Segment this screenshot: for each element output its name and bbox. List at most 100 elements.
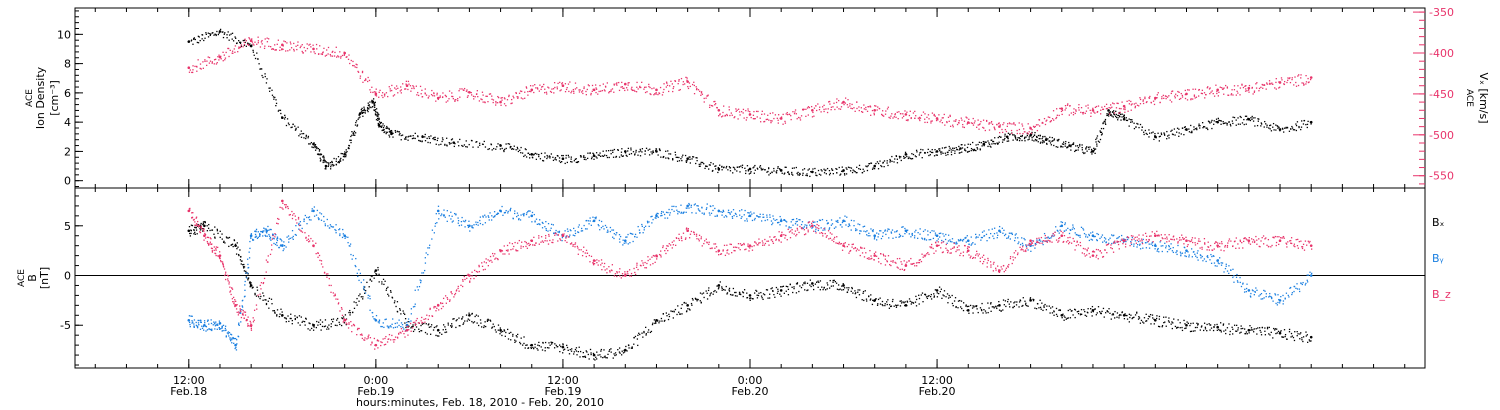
density-sample <box>396 130 399 132</box>
vx-sample <box>1024 131 1026 133</box>
bx-sample <box>451 325 453 327</box>
bx-sample <box>1119 314 1121 316</box>
bx-sample <box>1161 326 1163 328</box>
bx-sample <box>643 331 645 334</box>
density-sample <box>295 127 297 130</box>
density-sample <box>536 153 538 155</box>
bx-sample <box>1097 306 1100 308</box>
bx-sample <box>232 245 234 248</box>
density-sample <box>1201 122 1204 124</box>
bx-sample <box>928 294 930 297</box>
vx-sample <box>470 91 472 94</box>
bx-sample <box>990 310 992 312</box>
bx-sample <box>699 300 701 302</box>
density-sample <box>322 156 324 158</box>
bx-sample <box>888 307 891 309</box>
bx-sample <box>479 319 482 321</box>
vx-sample <box>937 119 939 121</box>
density-sample <box>1181 127 1184 129</box>
vx-sample <box>309 43 311 45</box>
by-sample <box>467 224 469 227</box>
density-sample <box>1012 139 1014 141</box>
by-sample <box>612 229 615 231</box>
by-sample <box>594 217 596 219</box>
vx-sample <box>556 86 558 88</box>
bx-sample <box>432 329 435 331</box>
vx-sample <box>520 97 523 99</box>
density-sample <box>1065 140 1067 143</box>
density-sample <box>580 156 582 158</box>
by-sample <box>577 231 580 234</box>
vx-sample <box>439 95 441 97</box>
vx-sample <box>1082 111 1085 114</box>
vx-sample <box>1087 107 1089 109</box>
vx-sample <box>275 49 277 51</box>
vx-sample <box>862 111 864 113</box>
by-sample <box>311 208 313 210</box>
vx-sample <box>891 113 893 115</box>
by-sample <box>471 226 473 229</box>
density-sample <box>965 150 967 152</box>
density-sample <box>964 144 966 146</box>
bx-sample <box>760 291 762 294</box>
by-sample <box>523 215 525 217</box>
bx-sample <box>1203 322 1206 324</box>
bx-point <box>1060 313 1064 317</box>
vx-sample <box>854 110 856 112</box>
vx-sample <box>1101 106 1103 108</box>
density-point <box>561 157 565 161</box>
density-sample <box>1300 126 1303 128</box>
by-sample <box>485 216 487 218</box>
bx-sample <box>1037 303 1039 305</box>
vx-sample <box>375 91 377 93</box>
by-sample <box>550 223 553 226</box>
vx-sample <box>926 116 928 119</box>
vx-sample <box>663 88 665 91</box>
density-sample <box>853 170 855 172</box>
density-sample <box>1009 134 1011 136</box>
density-sample <box>747 169 749 171</box>
bx-sample <box>445 328 447 331</box>
density-sample <box>825 173 827 175</box>
density-sample <box>816 174 818 177</box>
vx-sample <box>978 123 981 126</box>
density-sample <box>1042 140 1044 142</box>
vx-sample <box>956 123 959 126</box>
by-sample <box>268 229 270 231</box>
vx-sample <box>295 45 297 47</box>
vx-sample <box>1270 83 1272 85</box>
vx-sample <box>461 88 463 90</box>
bx-sample <box>412 330 415 333</box>
bx-sample <box>387 293 389 295</box>
vx-sample <box>454 99 456 101</box>
density-sample <box>1004 135 1006 137</box>
density-sample <box>598 154 601 156</box>
vx-sample <box>1104 105 1106 108</box>
density-sample <box>331 161 333 164</box>
bx-sample <box>583 356 585 358</box>
vx-sample <box>752 118 755 120</box>
bx-sample <box>793 286 795 288</box>
by-sample <box>502 214 504 216</box>
bx-sample <box>378 281 380 283</box>
vx-sample <box>1201 92 1203 95</box>
density-sample <box>1098 141 1101 143</box>
bx-sample <box>1200 326 1203 328</box>
density-point <box>686 157 689 161</box>
bx-sample <box>1059 309 1061 311</box>
vx-sample <box>1230 93 1233 95</box>
vx-sample <box>1008 122 1011 124</box>
by-sample <box>577 231 579 233</box>
density-sample <box>941 147 944 149</box>
bx-sample <box>1158 326 1161 328</box>
vx-sample <box>1297 84 1300 87</box>
bx-sample <box>785 285 788 288</box>
bx-sample <box>1149 316 1151 318</box>
vx-sample <box>650 93 652 96</box>
density-sample <box>769 172 772 175</box>
bx-sample <box>596 351 598 353</box>
density-sample <box>883 160 886 162</box>
density-sample <box>927 148 929 151</box>
bx-sample <box>868 295 870 298</box>
vx-sample <box>968 118 970 121</box>
